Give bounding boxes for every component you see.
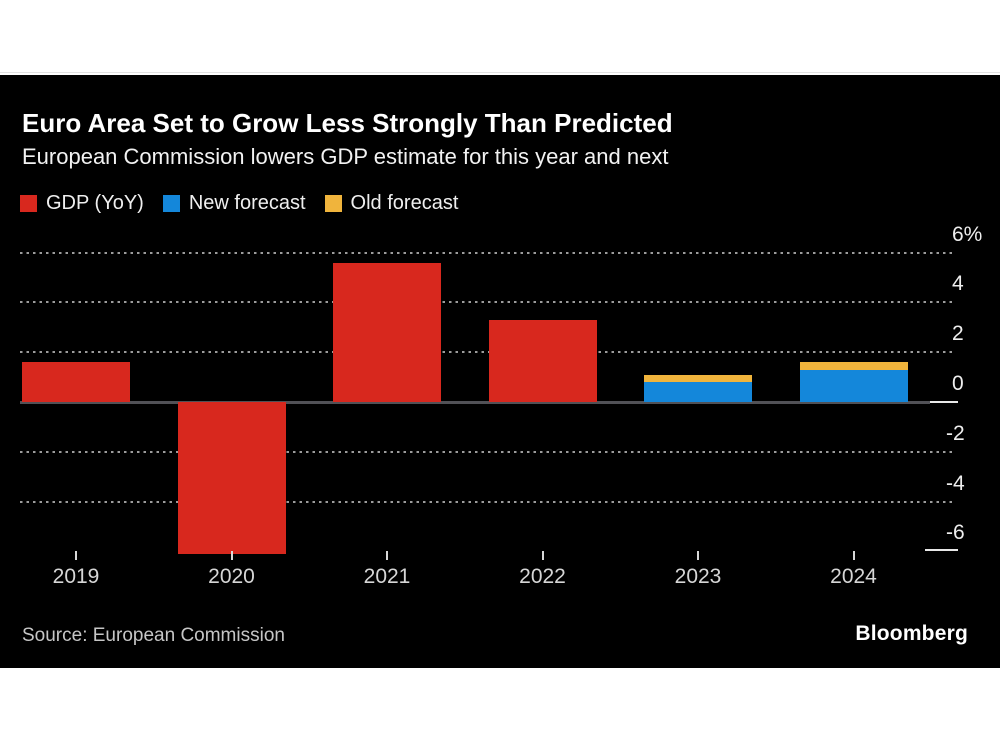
x-tick-2021 [386,551,388,560]
chart-subtitle: European Commission lowers GDP estimate … [22,144,669,169]
y-axis-label-0: 0 [952,372,964,395]
y-axis-label--4: -4 [946,471,965,495]
plot-area: 6% 4 2 0 -2 -4 -6 2019 2020 2021 2022 2023 2024 [0,75,1000,668]
bar-gdp-yoy--2019 [22,362,130,402]
legend-label: GDP (YoY) [46,192,144,214]
x-axis-label-2023: 2023 [674,565,722,588]
bar-gdp-yoy--2022 [488,319,597,402]
gridline-4 [20,301,956,304]
legend-item-gdp-yoy-: GDP (YoY) [20,193,144,213]
x-axis-label-2022: 2022 [519,565,566,588]
gridline--2 [20,450,956,453]
x-axis-label-2021: 2021 [363,565,411,588]
x-axis-label-2020: 2020 [208,565,255,588]
y-axis-label-6pct: 6% [952,222,983,246]
x-tick-2024 [852,551,855,560]
y-axis-label-2: 2 [952,322,964,346]
bar-gdp-yoy--2021 [333,262,441,402]
x-tick-2019 [75,551,77,560]
x-axis-label-2019: 2019 [52,565,100,588]
y-axis-label-4: 4 [952,272,964,296]
bar-new-forecast-2023 [644,382,752,402]
y-axis-label--2: -2 [946,421,965,445]
panel-top-divider [0,72,1000,73]
chart-panel: Euro Area Set to Grow Less Strongly Than… [0,75,1000,668]
legend-swatch-icon [162,194,180,212]
gridline-6 [20,251,956,254]
x-tick-2020 [230,551,233,560]
bloomberg-logo: Bloomberg [855,622,968,645]
legend-item-new-forecast: New forecast [162,192,306,214]
y-axis-label--6: -6 [946,521,965,545]
x-tick-2023 [697,551,699,560]
x-axis-label-2024: 2024 [830,565,877,588]
chart-title: Euro Area Set to Grow Less Strongly Than… [22,108,673,138]
legend-swatch-icon [20,194,37,212]
gridline--4 [20,500,956,503]
legend-label: Old forecast [350,192,459,214]
bar-gdp-yoy--2020 [177,402,286,554]
legend-swatch-icon [324,194,342,212]
zero-axis-gutter-segment [930,401,958,403]
zero-line [20,401,930,404]
chart-legend: GDP (YoY) New forecast Old forecast [20,193,477,213]
x-tick-2022 [541,551,544,560]
axis-bottom-gutter-segment [925,549,958,552]
legend-item-old-forecast: Old forecast [324,192,459,214]
legend-label: New forecast [188,192,306,214]
source-note: Source: European Commission [22,625,285,646]
gridline-2 [20,351,956,354]
bar-new-forecast-2024 [799,369,908,402]
